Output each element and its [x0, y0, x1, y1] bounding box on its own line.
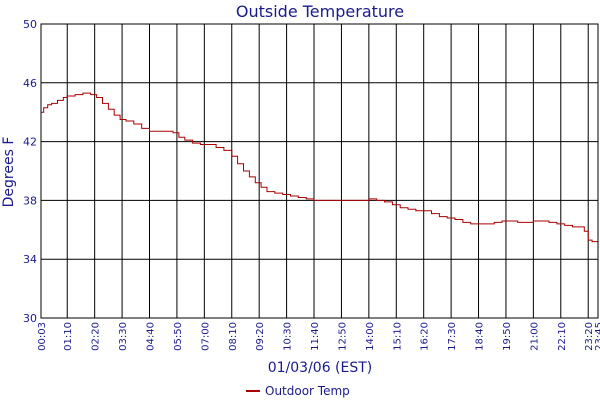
y-tick-labels: 30 34 38 42 46 50 [23, 18, 37, 325]
x-tick-label: 15:10 [392, 322, 403, 351]
x-tick-label: 03:30 [118, 322, 129, 351]
series-line-outdoor-temp [41, 92, 598, 243]
legend: Outdoor Temp [246, 384, 350, 398]
x-tick-labels: 00:03 01:10 02:20 03:30 04:40 05:50 07:00 08:10… [37, 322, 600, 351]
x-axis-label: 01/03/06 (EST) [268, 360, 373, 376]
x-tick-label: 12:50 [337, 322, 348, 351]
series-layer [41, 92, 598, 243]
x-tick-label: 01:10 [63, 322, 74, 351]
x-tick-label: 11:40 [310, 322, 321, 351]
x-tick-label: 04:40 [146, 322, 157, 351]
x-tick-label: 17:30 [447, 322, 458, 351]
legend-label: Outdoor Temp [265, 384, 350, 398]
y-tick-label: 38 [23, 194, 37, 207]
y-tick-label: 42 [23, 136, 37, 149]
x-tick-label: 00:03 [37, 322, 48, 351]
y-tick-label: 50 [23, 18, 37, 31]
x-tick-label: 21:00 [529, 322, 540, 351]
x-tick-label: 07:00 [200, 322, 211, 351]
x-tick-label: 02:20 [91, 322, 102, 351]
y-tick-label: 34 [23, 253, 37, 266]
chart-title: Outside Temperature [236, 2, 404, 21]
x-tick-label: 18:40 [475, 322, 486, 351]
x-tick-label: 19:50 [502, 322, 513, 351]
plot-frame [40, 23, 599, 319]
x-tick-label: 23:20 [584, 322, 595, 351]
x-tick-label: 14:00 [365, 322, 376, 351]
y-tick-label: 30 [23, 312, 37, 325]
x-tick-label: 05:50 [173, 322, 184, 351]
x-tick-label: 16:20 [420, 322, 431, 351]
y-tick-label: 46 [23, 77, 37, 90]
x-tick-label: 22:10 [557, 322, 568, 351]
x-tick-label: 10:30 [283, 322, 294, 351]
x-tick-label: 09:20 [255, 322, 266, 351]
grid-lines [40, 23, 599, 319]
y-axis-label: Degrees F [1, 137, 17, 208]
x-tick-label: 08:10 [228, 322, 239, 351]
x-tick-label: 23:45 [594, 322, 600, 351]
